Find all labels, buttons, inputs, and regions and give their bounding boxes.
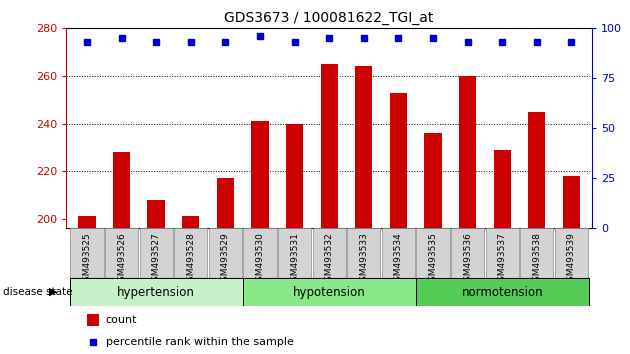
Bar <box>563 176 580 228</box>
Bar <box>390 93 407 228</box>
Text: GSM493537: GSM493537 <box>498 232 507 287</box>
Text: GSM493538: GSM493538 <box>532 232 541 287</box>
Bar <box>251 121 268 228</box>
Bar <box>382 228 415 278</box>
Text: GSM493533: GSM493533 <box>359 232 369 287</box>
Bar <box>87 314 99 326</box>
Bar <box>528 112 546 228</box>
Bar <box>174 228 207 278</box>
Bar <box>182 216 199 228</box>
Text: GSM493532: GSM493532 <box>324 232 334 287</box>
Bar <box>321 64 338 228</box>
Bar <box>69 278 243 306</box>
Text: GSM493526: GSM493526 <box>117 232 126 287</box>
Text: normotension: normotension <box>461 286 543 298</box>
Text: hypertension: hypertension <box>117 286 195 298</box>
Text: GSM493528: GSM493528 <box>186 232 195 287</box>
Bar <box>286 124 303 228</box>
Bar <box>520 228 553 278</box>
Bar <box>493 150 511 228</box>
Bar <box>416 228 450 278</box>
Bar <box>486 228 519 278</box>
Text: GSM493530: GSM493530 <box>255 232 265 287</box>
Text: ▶: ▶ <box>50 287 58 297</box>
Text: hypotension: hypotension <box>293 286 365 298</box>
Text: GSM493535: GSM493535 <box>428 232 437 287</box>
Bar <box>451 228 484 278</box>
Bar <box>243 278 416 306</box>
Text: percentile rank within the sample: percentile rank within the sample <box>106 337 294 348</box>
Bar <box>147 200 165 228</box>
Bar <box>312 228 346 278</box>
Bar <box>217 178 234 228</box>
Text: GSM493534: GSM493534 <box>394 232 403 287</box>
Text: GSM493527: GSM493527 <box>152 232 161 287</box>
Bar <box>355 67 372 228</box>
Text: disease state: disease state <box>3 287 72 297</box>
Bar <box>459 76 476 228</box>
Bar <box>113 152 130 228</box>
Bar <box>347 228 381 278</box>
Bar <box>209 228 242 278</box>
Text: GSM493525: GSM493525 <box>83 232 91 287</box>
Text: GSM493531: GSM493531 <box>290 232 299 287</box>
Text: GSM493536: GSM493536 <box>463 232 472 287</box>
Bar <box>78 216 96 228</box>
Bar <box>416 278 589 306</box>
Bar <box>71 228 103 278</box>
Text: GSM493529: GSM493529 <box>221 232 230 287</box>
Title: GDS3673 / 100081622_TGI_at: GDS3673 / 100081622_TGI_at <box>224 11 434 24</box>
Text: GSM493539: GSM493539 <box>567 232 576 287</box>
Text: count: count <box>106 315 137 325</box>
Bar <box>425 133 442 228</box>
Bar <box>105 228 138 278</box>
Bar <box>243 228 277 278</box>
Bar <box>139 228 173 278</box>
Bar <box>555 228 588 278</box>
Bar <box>278 228 311 278</box>
